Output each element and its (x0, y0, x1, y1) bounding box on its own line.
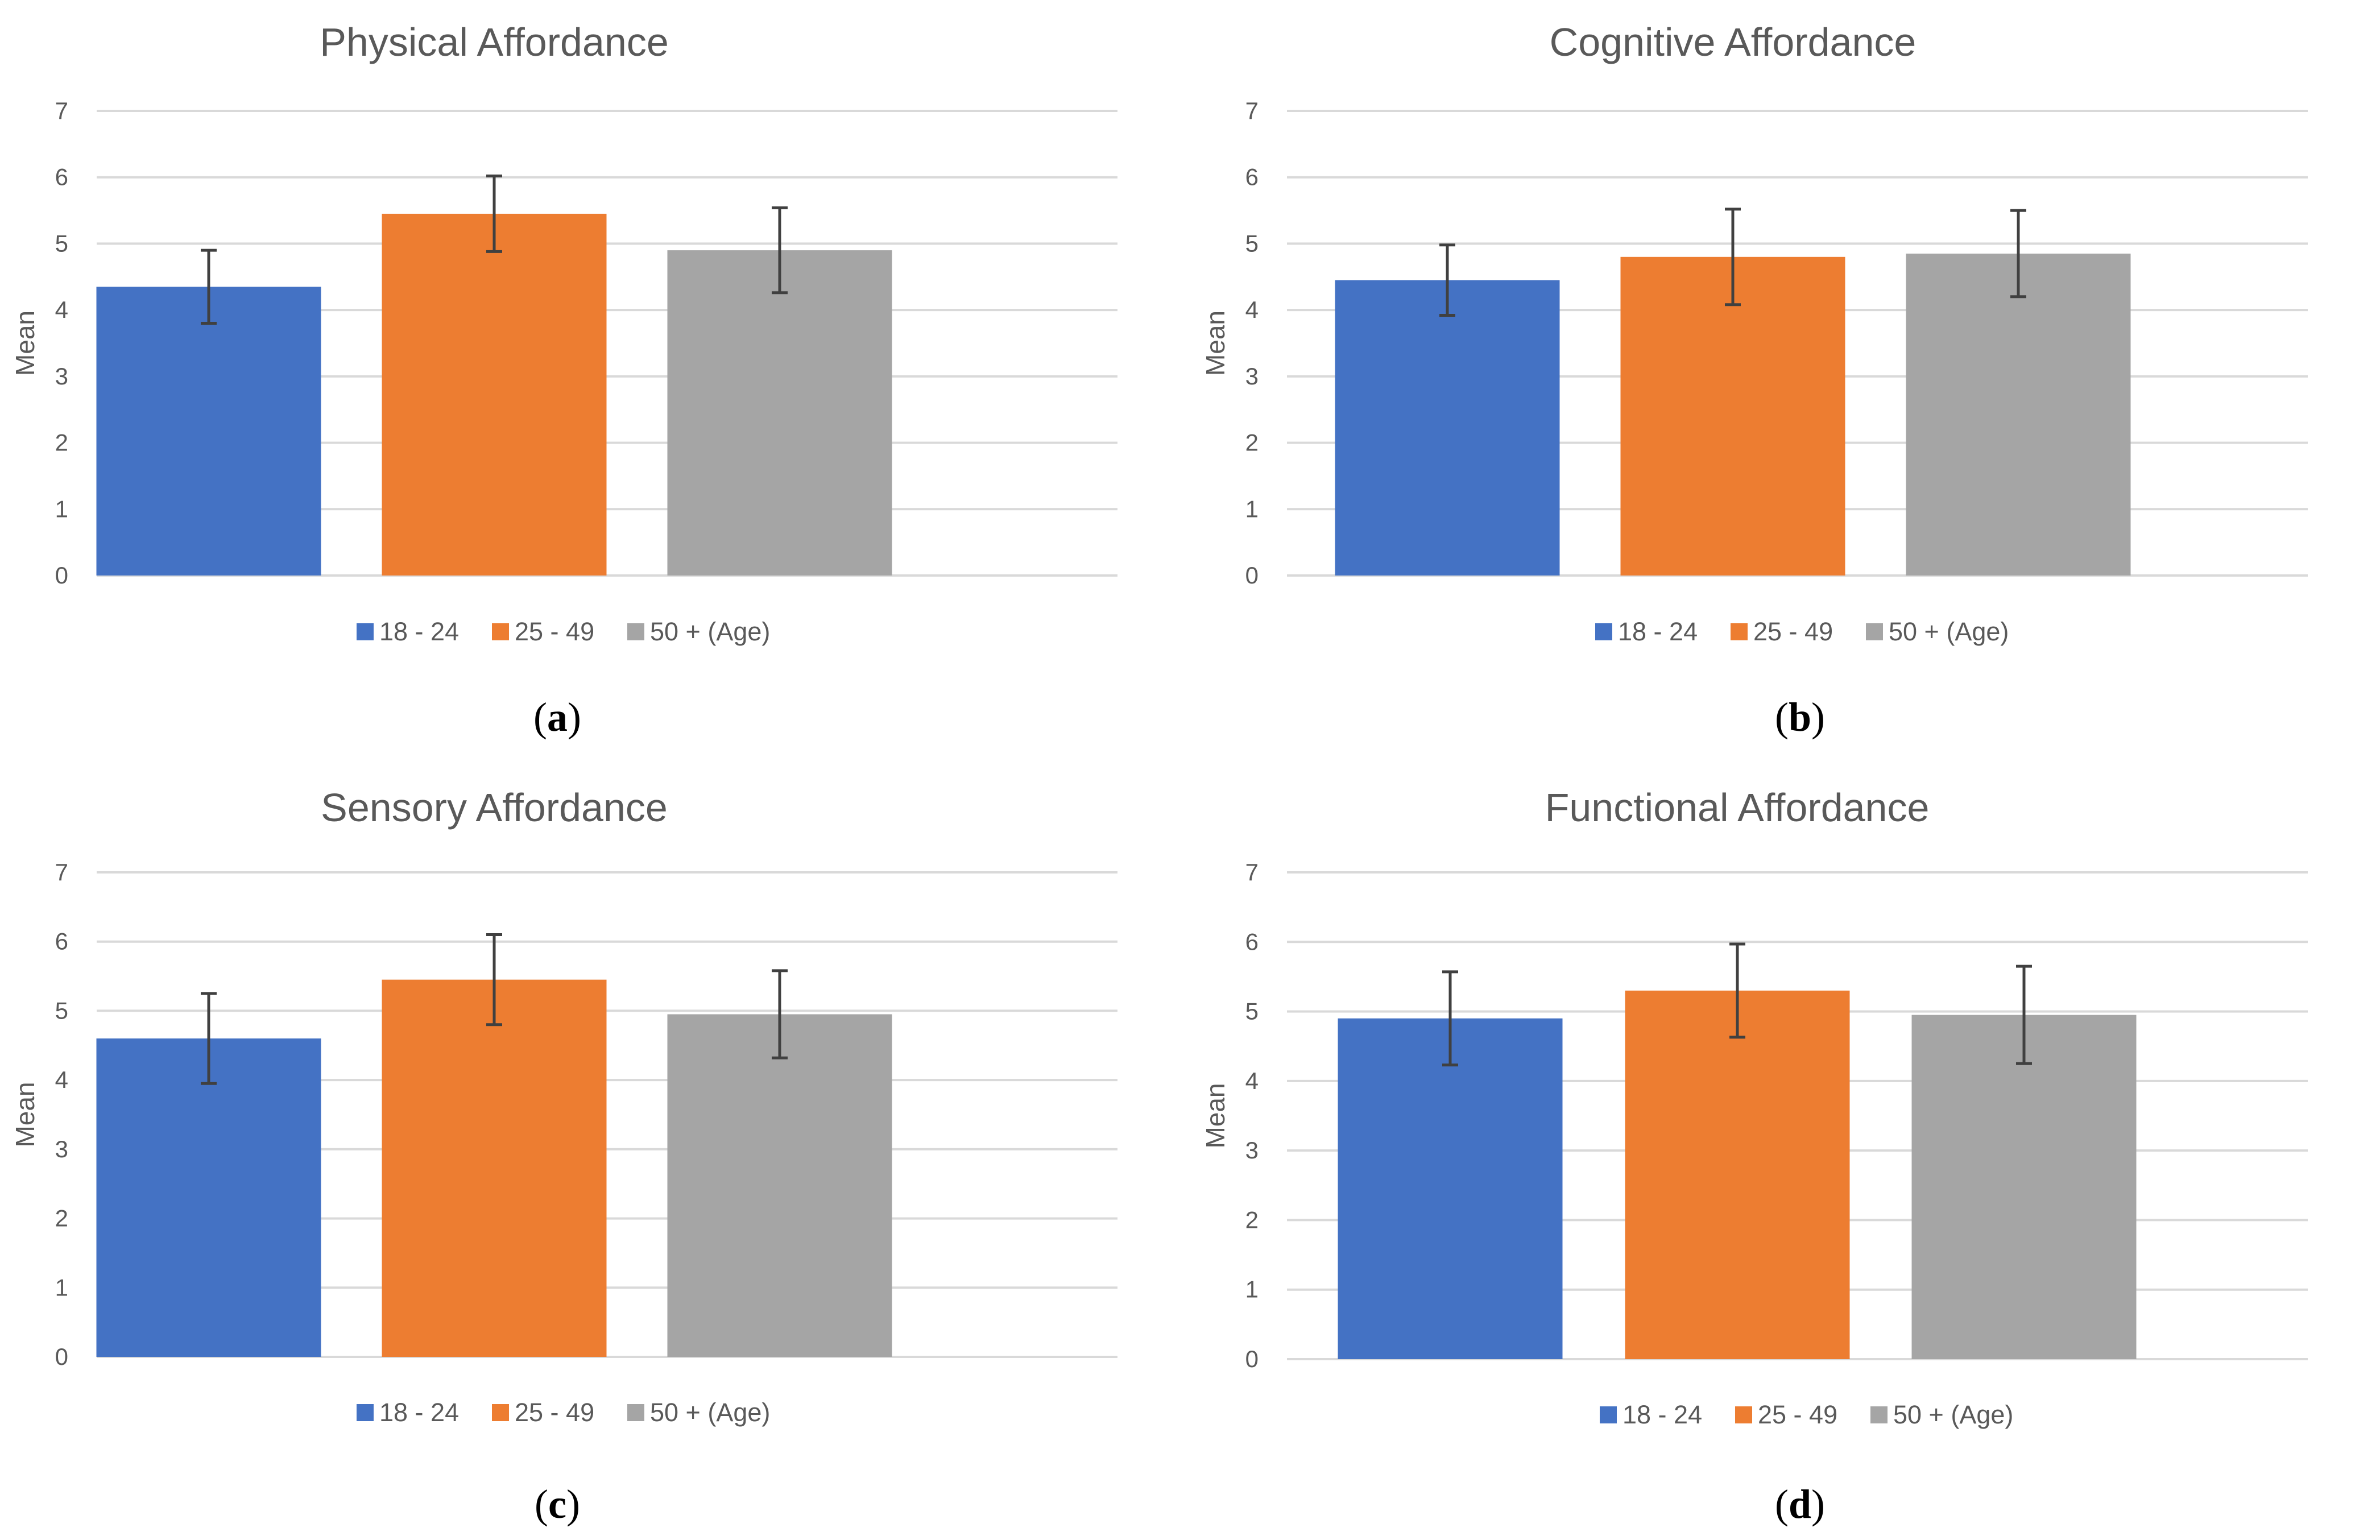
legend-swatch-18-24 (357, 1404, 374, 1421)
y-tick-label: 0 (1245, 562, 1259, 589)
legend-swatch-25-49 (492, 1404, 509, 1421)
bar-25-49 (382, 213, 607, 576)
y-tick-label: 2 (55, 1205, 68, 1232)
legend-label: 18 - 24 (379, 1398, 459, 1427)
y-tick-label: 0 (1245, 1346, 1259, 1372)
legend-label: 18 - 24 (379, 617, 459, 646)
legend-label: 50 + (Age) (650, 1398, 770, 1427)
legend-swatch-50+ (1870, 1406, 1888, 1423)
chart-title: Cognitive Affordance (1550, 20, 1917, 64)
panel-caption: (c) (535, 1481, 580, 1527)
y-tick-label: 4 (55, 296, 68, 323)
y-axis-label: Mean (1201, 1083, 1230, 1148)
bar-50+ (1906, 253, 2131, 576)
legend-swatch-25-49 (1731, 623, 1748, 640)
y-tick-label: 7 (55, 97, 68, 124)
legend-swatch-18-24 (1600, 1406, 1617, 1423)
sensory-affordance-chart: Sensory Affordance 0 1 2 3 4 5 6 7 Mean 18 - 24 25 … (10, 785, 1117, 1427)
legend-label: 18 - 24 (1618, 617, 1698, 646)
bar-50+ (667, 1014, 892, 1357)
bar-50+ (1911, 1015, 2137, 1359)
bar-50+ (667, 250, 892, 576)
y-tick-label: 3 (1245, 1137, 1259, 1164)
legend-label: 25 - 49 (1753, 617, 1833, 646)
y-tick-label: 4 (1245, 296, 1259, 323)
chart-panel-functional: Functional Affordance 0 1 2 3 4 5 6 7 Mean 18 - 24… (1190, 770, 2380, 1540)
y-axis-label: Mean (10, 1082, 40, 1147)
y-tick-label: 1 (1245, 495, 1259, 522)
chart-title: Physical Affordance (320, 20, 669, 64)
chart-panel-physical: Physical Affordance 0 1 2 3 4 5 6 7 Mean 18 - 24 25… (0, 0, 1190, 770)
physical-affordance-chart: Physical Affordance 0 1 2 3 4 5 6 7 Mean 18 - 24 25… (10, 20, 1117, 646)
legend-label: 25 - 49 (515, 1398, 594, 1427)
legend-swatch-50+ (627, 623, 644, 640)
legend-label: 25 - 49 (515, 617, 594, 646)
y-tick-label: 6 (55, 164, 68, 191)
chart-title: Sensory Affordance (321, 785, 668, 830)
legend-label: 50 + (Age) (650, 617, 770, 646)
legend-swatch-18-24 (1595, 623, 1612, 640)
y-tick-label: 2 (1245, 429, 1259, 456)
y-tick-label: 2 (1245, 1206, 1259, 1233)
cognitive-affordance-chart: Cognitive Affordance 0 1 2 3 4 5 6 7 Mean 18 - 24 2… (1201, 20, 2308, 646)
chart-title: Functional Affordance (1545, 785, 1930, 830)
bar-18-24 (1338, 1018, 1563, 1359)
y-tick-label: 3 (1245, 363, 1259, 390)
panel-caption: (d) (1774, 1481, 1825, 1527)
legend-swatch-50+ (627, 1404, 644, 1421)
y-tick-label: 1 (55, 495, 68, 522)
legend-label: 18 - 24 (1622, 1400, 1702, 1429)
y-tick-label: 7 (55, 859, 68, 885)
y-tick-label: 2 (55, 429, 68, 456)
y-tick-label: 5 (1245, 998, 1259, 1025)
y-axis-label: Mean (1201, 311, 1230, 376)
chart-panel-sensory: Sensory Affordance 0 1 2 3 4 5 6 7 Mean 18 - 24 25 … (0, 770, 1190, 1540)
y-tick-label: 3 (55, 1136, 68, 1162)
bar-25-49 (1620, 256, 1845, 576)
y-tick-label: 0 (55, 1343, 68, 1370)
legend-swatch-25-49 (1735, 1406, 1752, 1423)
y-tick-label: 5 (1245, 230, 1259, 256)
bar-18-24 (1335, 280, 1560, 576)
legend-label: 50 + (Age) (1893, 1400, 2013, 1429)
bar-18-24 (96, 1038, 321, 1357)
legend-label: 25 - 49 (1758, 1400, 1837, 1429)
y-tick-label: 1 (1245, 1276, 1259, 1303)
y-tick-label: 3 (55, 363, 68, 390)
y-axis-label: Mean (10, 311, 40, 376)
y-tick-label: 7 (1245, 859, 1259, 885)
bar-25-49 (1625, 990, 1850, 1359)
panel-caption: (a) (533, 694, 581, 740)
y-tick-label: 6 (1245, 928, 1259, 955)
y-tick-label: 0 (55, 562, 68, 589)
legend-swatch-25-49 (492, 623, 509, 640)
bar-18-24 (96, 287, 321, 576)
y-tick-label: 1 (55, 1274, 68, 1301)
legend-label: 50 + (Age) (1889, 617, 2009, 646)
legend-swatch-18-24 (357, 623, 374, 640)
functional-affordance-chart: Functional Affordance 0 1 2 3 4 5 6 7 Mean 18 - 24… (1201, 785, 2308, 1429)
y-tick-label: 4 (55, 1066, 68, 1093)
y-tick-label: 7 (1245, 97, 1259, 124)
chart-panel-cognitive: Cognitive Affordance 0 1 2 3 4 5 6 7 Mean 18 - 24 2… (1190, 0, 2380, 770)
panel-caption: (b) (1774, 694, 1825, 740)
y-tick-label: 6 (55, 928, 68, 955)
y-tick-label: 5 (55, 230, 68, 256)
bar-25-49 (382, 979, 607, 1357)
legend-swatch-50+ (1866, 623, 1883, 640)
y-tick-label: 5 (55, 997, 68, 1024)
y-tick-label: 4 (1245, 1067, 1259, 1094)
y-tick-label: 6 (1245, 164, 1259, 191)
